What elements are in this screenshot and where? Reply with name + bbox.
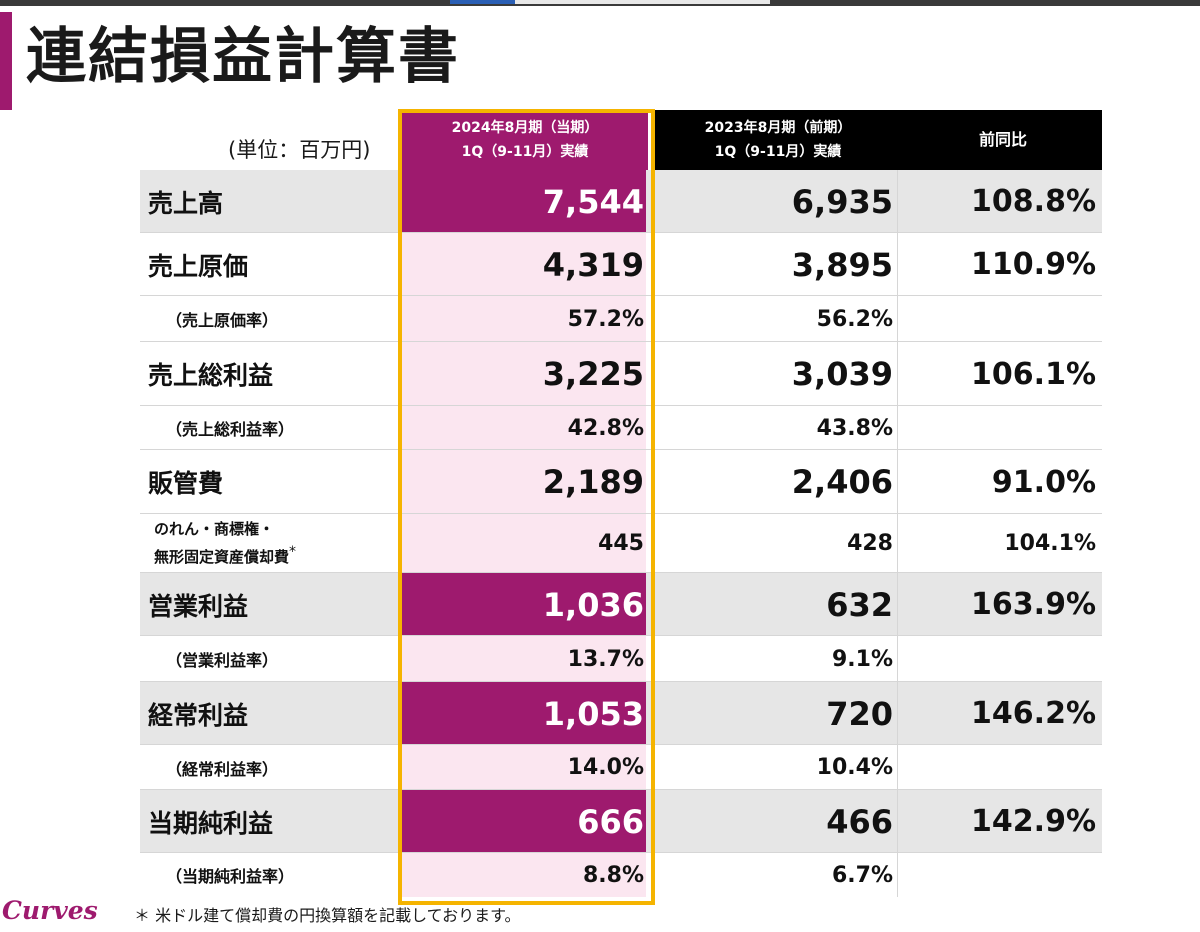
ratio-value: 146.2% <box>971 696 1096 731</box>
current-value: 1,036 <box>402 573 646 636</box>
current-value: 445 <box>402 514 646 573</box>
row-label: 当期純利益 <box>148 808 274 838</box>
row-divider <box>140 232 1102 233</box>
previous-value: 9.1% <box>650 636 898 682</box>
table-row-cost-ratio: （売上原価率） 57.2% 56.2% <box>140 296 1102 342</box>
row-label: 経常利益 <box>148 700 249 730</box>
ratio-value: 106.1% <box>971 356 1096 392</box>
ratio-value <box>902 296 1102 342</box>
table-row-operating-profit: 営業利益 1,036 632 163.9% <box>140 573 1102 636</box>
window-tab-strip <box>515 0 770 4</box>
previous-value: 6.7% <box>650 853 898 897</box>
ratio-value: 108.8% <box>971 184 1096 219</box>
row-divider <box>140 572 1102 573</box>
row-divider <box>140 852 1102 853</box>
curves-logo: Curves <box>2 896 98 925</box>
table-row-gross-margin: （売上総利益率） 42.8% 43.8% <box>140 406 1102 450</box>
row-label-line2: 無形固定資産償却費* <box>154 544 297 566</box>
row-label: （売上総利益率） <box>166 420 295 439</box>
table-row-net-margin: （当期純利益率） 8.8% 6.7% <box>140 853 1102 897</box>
row-divider <box>140 341 1102 342</box>
table-row-cost-of-sales: 売上原価 4,319 3,895 110.9% <box>140 233 1102 296</box>
header-ratio-label: 前同比 <box>978 130 1027 149</box>
previous-value: 720 <box>650 682 898 745</box>
header-current-period: 2024年8月期（当期） 1Q（9-11月）実績 <box>402 110 648 170</box>
table-row-ordinary-profit: 経常利益 1,053 720 146.2% <box>140 682 1102 745</box>
current-value: 42.8% <box>402 406 646 450</box>
previous-value: 10.4% <box>650 745 898 790</box>
ratio-value: 163.9% <box>971 587 1096 622</box>
ratio-value <box>902 745 1102 790</box>
window-active-tab-indicator <box>450 0 515 4</box>
previous-value: 3,895 <box>650 233 898 296</box>
current-value: 13.7% <box>402 636 646 682</box>
row-divider <box>140 405 1102 406</box>
table-row-sales: 売上高 7,544 6,935 108.8% <box>140 170 1102 233</box>
previous-value: 6,935 <box>650 170 898 233</box>
row-label: （当期純利益率） <box>166 867 295 886</box>
current-value: 14.0% <box>402 745 646 790</box>
footnote: ＊ 米ドル建て償却費の円換算額を記載しております。 <box>134 906 521 925</box>
header-previous-period: 2023年8月期（前期） 1Q（9-11月）実績 <box>652 110 904 170</box>
row-divider <box>140 635 1102 636</box>
row-label: （売上原価率） <box>166 311 279 330</box>
current-value: 7,544 <box>402 170 646 233</box>
ratio-value: 104.1% <box>1004 531 1096 556</box>
title-accent-bar <box>0 12 12 110</box>
row-label: （経常利益率） <box>166 759 279 779</box>
table-row-net-income: 当期純利益 666 466 142.9% <box>140 790 1102 853</box>
ratio-value <box>902 406 1102 450</box>
header-previous-line1: 2023年8月期（前期） <box>704 120 852 136</box>
row-label: 売上高 <box>148 188 224 218</box>
row-label: のれん・商標権・ 無形固定資産償却費* <box>154 514 404 573</box>
current-value: 3,225 <box>402 342 646 406</box>
row-divider <box>140 681 1102 682</box>
ratio-value: 91.0% <box>991 464 1096 500</box>
current-value: 57.2% <box>402 296 646 342</box>
table-row-operating-margin: （営業利益率） 13.7% 9.1% <box>140 636 1102 682</box>
row-divider <box>140 295 1102 296</box>
row-label: 営業利益 <box>148 591 249 621</box>
ratio-value: 110.9% <box>971 247 1096 282</box>
previous-value: 428 <box>650 514 898 573</box>
row-label-line1: のれん・商標権・ <box>154 520 275 538</box>
row-divider <box>140 513 1102 514</box>
table-row-sga: 販管費 2,189 2,406 91.0% <box>140 450 1102 514</box>
row-divider <box>140 789 1102 790</box>
row-label: 売上総利益 <box>148 361 274 390</box>
header-previous-line2: 1Q（9-11月）実績 <box>714 144 842 160</box>
footnote-mark: * <box>289 544 297 560</box>
ratio-value: 142.9% <box>971 804 1096 839</box>
previous-value: 466 <box>650 790 898 853</box>
ratio-value <box>902 853 1102 897</box>
page-title: 連結損益計算書 <box>26 22 460 92</box>
current-value: 4,319 <box>402 233 646 296</box>
current-value: 1,053 <box>402 682 646 745</box>
row-divider <box>140 744 1102 745</box>
current-value: 666 <box>402 790 646 853</box>
header-yoy-ratio: 前同比 <box>904 110 1102 170</box>
row-divider <box>140 449 1102 450</box>
table-row-gross-profit: 売上総利益 3,225 3,039 106.1% <box>140 342 1102 406</box>
header-current-line1: 2024年8月期（当期） <box>451 120 599 136</box>
current-value: 2,189 <box>402 450 646 514</box>
table-row-ordinary-margin: （経常利益率） 14.0% 10.4% <box>140 745 1102 790</box>
current-value: 8.8% <box>402 853 646 897</box>
row-label: 売上原価 <box>148 251 249 281</box>
previous-value: 632 <box>650 573 898 636</box>
previous-value: 56.2% <box>650 296 898 342</box>
unit-label: (単位：百万円) <box>228 138 371 162</box>
row-label: 販管費 <box>148 469 224 498</box>
header-current-line2: 1Q（9-11月）実績 <box>461 144 589 160</box>
previous-value: 43.8% <box>650 406 898 450</box>
previous-value: 2,406 <box>650 450 898 514</box>
previous-value: 3,039 <box>650 342 898 406</box>
row-label: （営業利益率） <box>166 651 279 670</box>
table-row-amortization: のれん・商標権・ 無形固定資産償却費* 445 428 104.1% <box>140 514 1102 573</box>
ratio-value <box>902 636 1102 682</box>
